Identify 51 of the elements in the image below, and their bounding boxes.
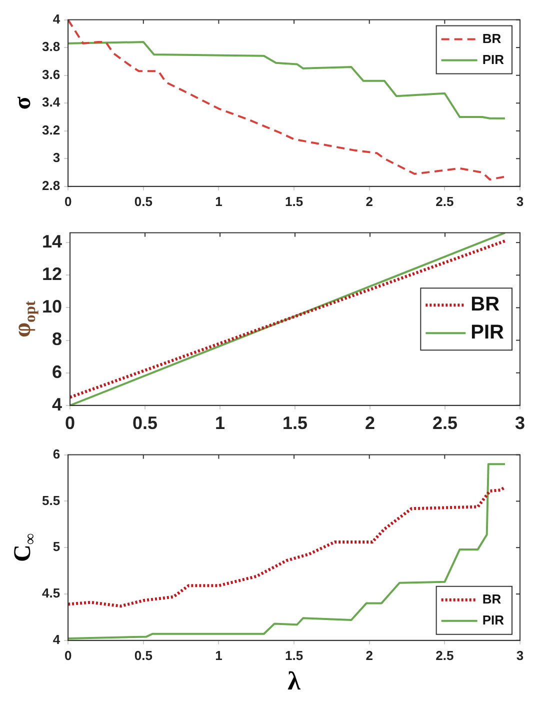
y-axis-title: C∞ [10,533,40,562]
legend-label: PIR [482,612,505,628]
legend-label: BR [470,294,500,316]
x-tick-label: 2.5 [436,648,454,663]
y-tick-label: 8 [52,329,62,350]
x-tick-label: 1.5 [282,413,308,434]
legend-label: PIR [482,52,505,67]
x-tick-label: 0.5 [134,648,152,663]
legend-label: BR [482,30,502,46]
y-tick-label: 5 [52,539,60,554]
x-tick-label: 1 [215,413,226,434]
line-series [68,486,506,608]
x-tick-label: 0 [64,194,72,209]
line-series [68,20,506,180]
y-tick-label: 4.5 [42,586,60,601]
y-tick-label: 14 [42,232,62,252]
legend-label: BR [482,591,502,606]
y-tick-label: 4 [52,394,62,414]
x-tick-label: 1.5 [284,648,304,663]
x-tick-label: 1 [215,194,222,209]
x-tick-label: 0 [65,413,76,434]
y-tick-label: 5.5 [42,492,60,508]
y-tick-label: 6 [52,362,62,382]
y-tick-label: 3.6 [42,66,60,82]
x-tick-label: 1 [215,648,222,663]
y-tick-label: 4 [52,11,61,26]
x-tick-label: 0.5 [134,194,152,209]
y-tick-label: 3 [52,150,60,166]
x-tick-label: 0 [64,648,72,663]
y-tick-label: 12 [42,264,62,284]
y-tick-label: 10 [42,296,62,317]
x-tick-label: 0.5 [132,413,158,434]
x-tick-label: 3 [516,194,524,209]
x-tick-label: 2.5 [436,194,454,209]
x-tick-label: 2.5 [432,413,458,434]
x-axis-title: λ [288,666,301,696]
x-tick-label: 2 [365,413,376,434]
y-tick-label: 4 [52,632,61,647]
y-axis-title: φopt [10,300,40,338]
y-tick-label: 2.8 [42,178,60,193]
legend-label: PIR [470,322,505,344]
y-tick-label: 3.2 [42,122,60,138]
y-tick-label: 6 [52,446,60,462]
y-tick-label: 3.4 [42,94,61,110]
x-tick-label: 3 [514,413,526,434]
y-tick-label: 3.8 [42,39,60,54]
y-axis-title: σ [10,96,36,110]
x-tick-label: 2 [366,648,373,663]
x-tick-label: 1.5 [284,194,304,209]
x-tick-label: 2 [366,194,373,209]
x-tick-label: 3 [516,648,524,663]
